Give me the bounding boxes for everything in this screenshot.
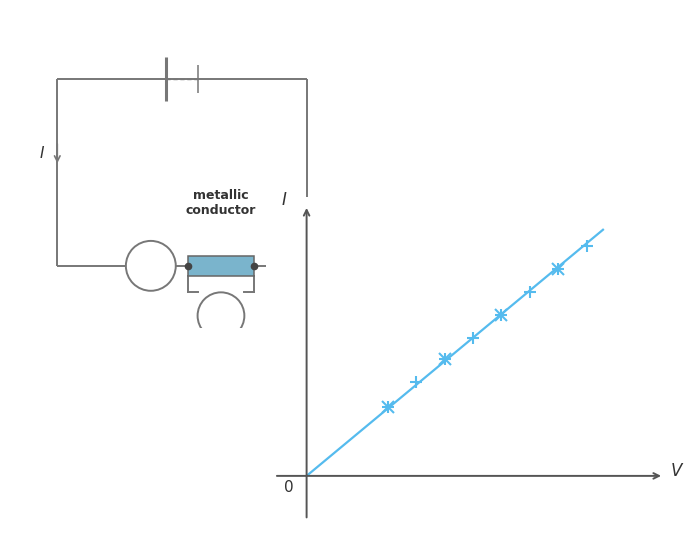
Bar: [188, 255, 253, 276]
Text: A: A: [146, 259, 155, 272]
Circle shape: [197, 292, 244, 339]
Text: I: I: [282, 191, 287, 209]
Text: 0: 0: [284, 480, 293, 495]
Text: V: V: [671, 462, 682, 480]
Text: metallic
conductor: metallic conductor: [186, 189, 256, 218]
Circle shape: [126, 241, 176, 291]
Text: I: I: [39, 146, 44, 161]
Text: V: V: [217, 309, 225, 322]
